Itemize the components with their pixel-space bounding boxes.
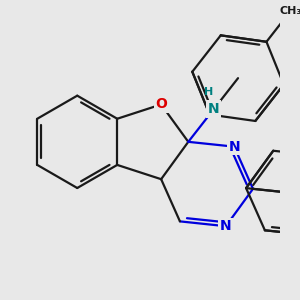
Text: N: N [228, 140, 240, 154]
Text: N: N [220, 219, 232, 233]
Text: O: O [155, 98, 167, 112]
Text: H: H [204, 87, 214, 97]
Text: CH₃: CH₃ [280, 6, 300, 16]
Text: N: N [208, 102, 220, 116]
